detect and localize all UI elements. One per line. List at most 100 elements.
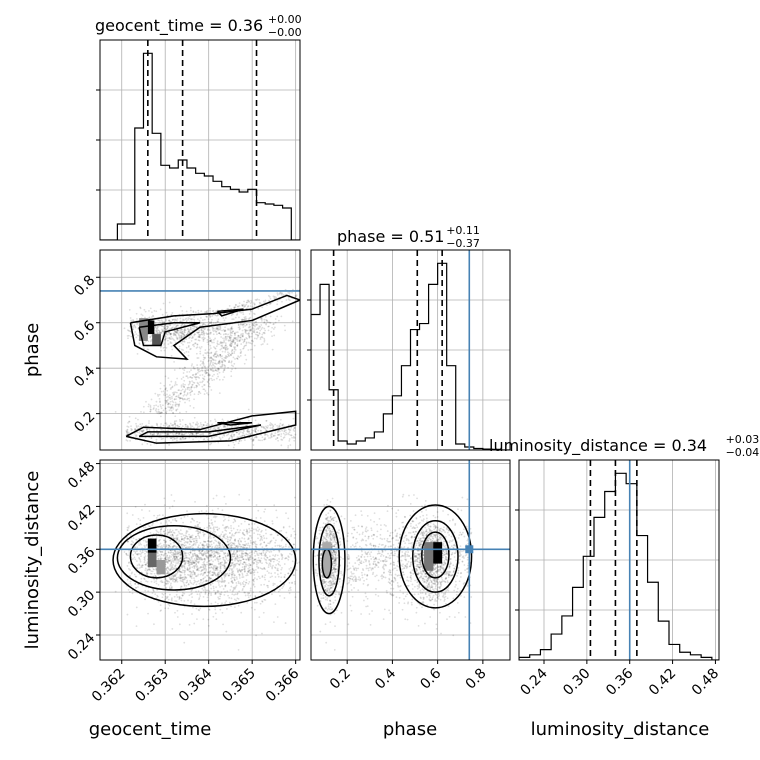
sample-point	[169, 559, 172, 561]
sample-point	[135, 523, 138, 526]
sample-point	[272, 554, 274, 557]
sample-point	[148, 568, 150, 571]
sample-point	[221, 365, 224, 368]
sample-point	[224, 590, 226, 593]
sample-point	[208, 562, 211, 565]
sample-point	[207, 594, 210, 596]
sample-point	[275, 296, 277, 299]
sample-point	[164, 328, 167, 331]
sample-point	[164, 338, 167, 341]
sample-point	[260, 536, 263, 539]
sample-point	[263, 541, 266, 544]
sample-point	[287, 446, 290, 449]
sample-point	[209, 316, 211, 318]
sample-point	[198, 582, 201, 585]
sample-point	[254, 558, 257, 561]
sample-point	[243, 568, 246, 571]
sample-point	[159, 382, 162, 385]
sample-point	[185, 317, 188, 320]
sample-point	[223, 369, 226, 372]
sample-point	[265, 433, 268, 436]
sample-point	[202, 578, 204, 580]
sample-point	[258, 299, 261, 301]
sample-point	[226, 540, 229, 543]
sample-point	[179, 423, 182, 426]
sample-point	[160, 536, 163, 538]
sample-point	[190, 577, 193, 580]
sample-point	[192, 327, 194, 330]
sample-point	[304, 293, 306, 295]
sample-point	[249, 348, 252, 351]
sample-point	[281, 587, 284, 590]
sample-point	[224, 356, 227, 359]
sample-point	[148, 510, 151, 512]
sample-point	[210, 351, 213, 354]
sample-point	[203, 552, 205, 555]
sample-point	[159, 387, 162, 390]
sample-point	[183, 324, 186, 327]
sample-point	[265, 544, 268, 547]
sample-point	[162, 593, 165, 596]
sample-point	[232, 330, 234, 333]
sample-point	[208, 428, 211, 431]
sample-point	[287, 432, 290, 435]
sample-point	[263, 537, 266, 540]
sample-point	[180, 565, 183, 568]
sample-point	[241, 556, 243, 559]
sample-point	[252, 541, 255, 543]
sample-point	[181, 333, 184, 336]
sample-point	[164, 402, 167, 405]
sample-point	[180, 599, 183, 602]
sample-point	[172, 535, 175, 537]
sample-point	[193, 577, 195, 579]
sample-point	[184, 318, 187, 321]
sample-point	[152, 314, 154, 317]
sample-point	[277, 575, 280, 578]
sample-point	[204, 571, 207, 574]
sample-point	[242, 332, 244, 335]
sample-point	[234, 316, 237, 319]
sample-point	[130, 425, 132, 427]
sample-point	[199, 374, 202, 377]
sample-point	[157, 411, 160, 413]
sample-point	[221, 344, 224, 347]
sample-point	[176, 403, 179, 406]
sample-point	[189, 320, 191, 323]
sample-point	[236, 338, 239, 341]
sample-point	[232, 521, 235, 524]
sample-point	[265, 420, 268, 422]
sample-point	[234, 557, 237, 560]
sample-point	[223, 581, 226, 583]
sample-point	[180, 342, 183, 345]
sample-point	[237, 335, 240, 338]
sample-point	[217, 573, 219, 576]
sample-point	[219, 353, 222, 356]
sample-point	[142, 526, 145, 529]
sample-point	[227, 438, 230, 441]
sample-point	[205, 424, 208, 427]
sample-point	[242, 546, 244, 548]
sample-point	[199, 392, 202, 395]
sample-point	[249, 564, 252, 567]
sample-point	[194, 537, 197, 540]
sample-point	[270, 533, 273, 536]
sample-point	[134, 434, 137, 437]
sample-point	[255, 563, 258, 566]
sample-point	[250, 551, 253, 554]
sample-point	[270, 550, 273, 553]
sample-point	[264, 599, 267, 601]
sample-point	[241, 434, 244, 437]
sample-point	[221, 357, 224, 360]
sample-point	[127, 329, 129, 332]
sample-point	[178, 425, 181, 428]
sample-point	[234, 540, 237, 542]
sample-point	[234, 557, 236, 560]
sample-point	[126, 334, 129, 337]
sample-point	[144, 552, 146, 555]
sample-point	[195, 563, 198, 566]
sample-point	[159, 401, 161, 404]
sample-point	[160, 428, 162, 431]
sample-point	[165, 432, 168, 435]
sample-point	[206, 309, 209, 312]
sample-point	[163, 553, 166, 556]
